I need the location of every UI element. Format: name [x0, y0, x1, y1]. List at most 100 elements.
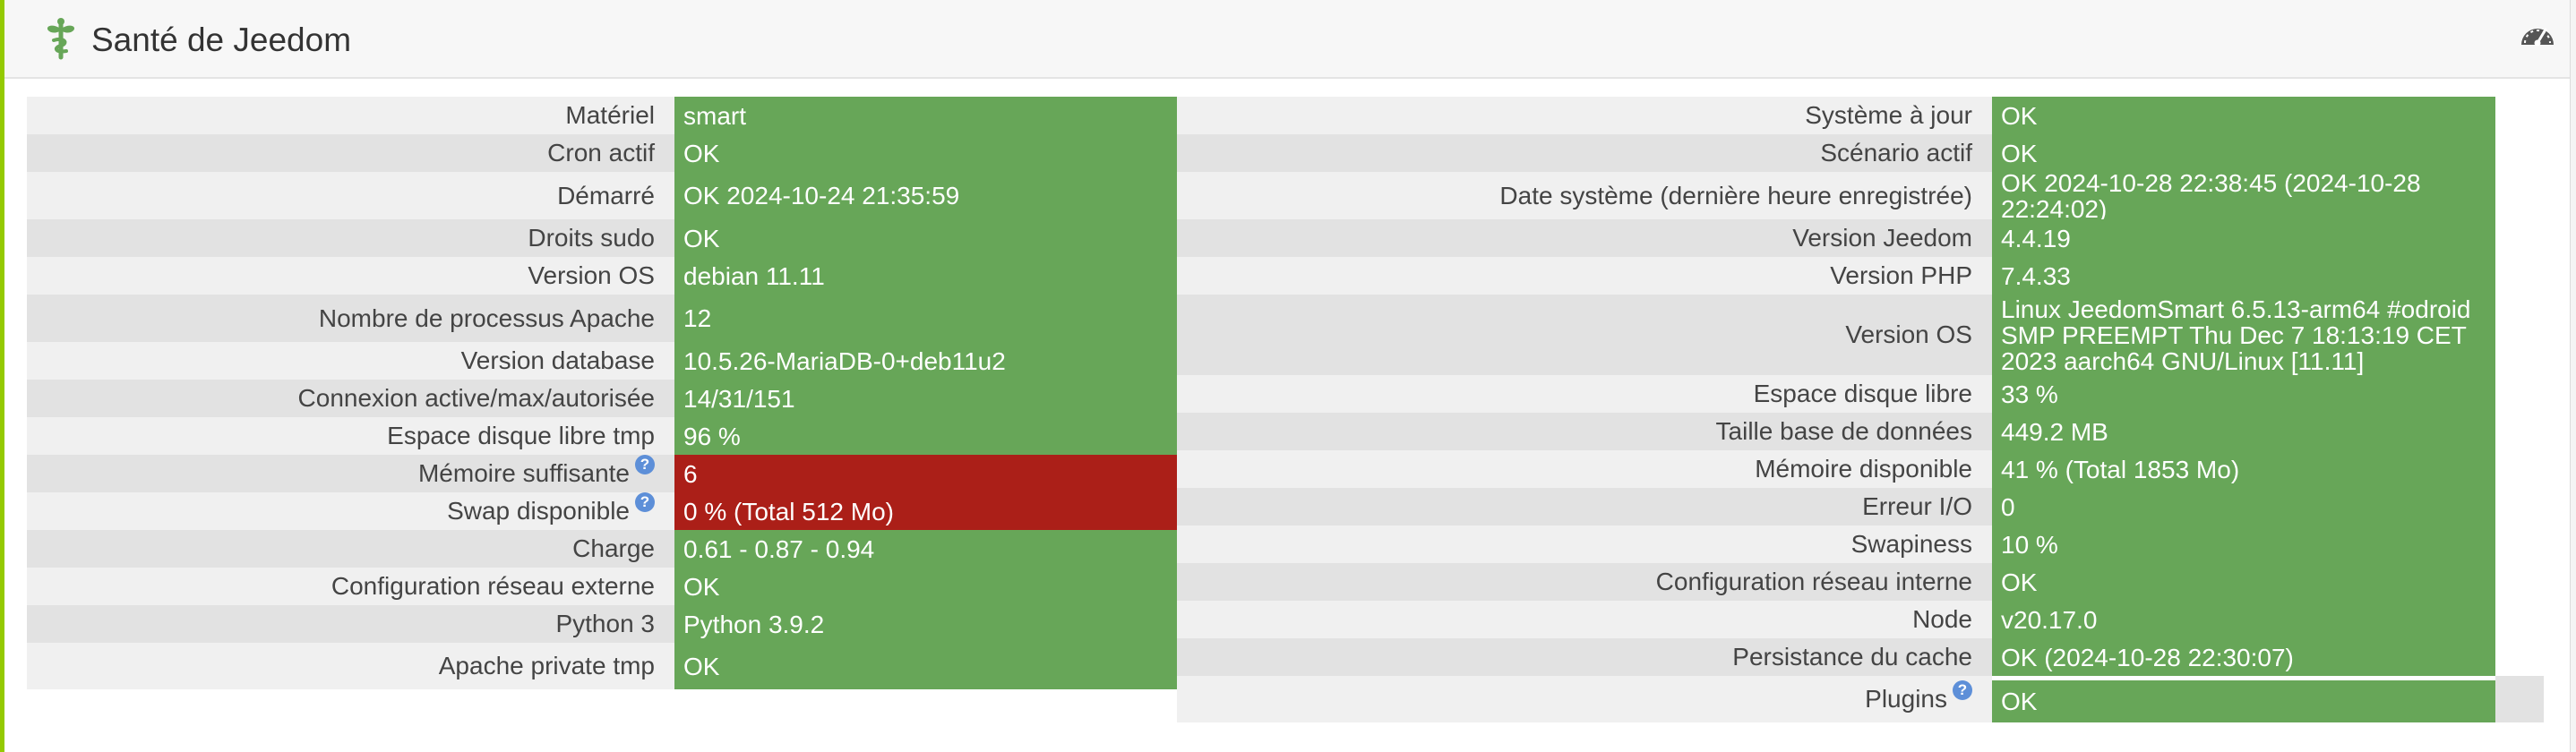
- health-label-text: Nombre de processus Apache: [318, 303, 655, 332]
- health-row-configuration-reseau-interne: Configuration réseau interne OK: [1177, 563, 2495, 601]
- health-label: Matériel: [27, 97, 674, 134]
- health-label: Swapiness: [1177, 526, 1992, 563]
- health-row-connexion-active-max-autorisee: Connexion active/max/autorisée 14/31/151: [27, 380, 1178, 417]
- health-value: Python 3.9.2: [674, 605, 1178, 643]
- health-row-demarre: Démarré OK 2024-10-24 21:35:59: [27, 172, 1178, 219]
- health-label-text: Version OS: [528, 261, 655, 289]
- health-value: OK: [1992, 134, 2495, 172]
- health-value: OK: [674, 134, 1178, 172]
- health-table-left: Matériel smart Cron actif OK Démarré OK 2024-…: [27, 97, 1178, 689]
- health-row-node: Node v20.17.0: [1177, 601, 2495, 638]
- health-value: OK (2024-10-28 22:30:07): [1992, 638, 2495, 676]
- health-label-text: Système à jour: [1805, 101, 1972, 129]
- health-label-text: Connexion active/max/autorisée: [297, 384, 655, 412]
- health-label-text: Version database: [460, 346, 655, 374]
- health-value: 0.61 - 0.87 - 0.94: [674, 530, 1178, 568]
- health-value: OK: [1992, 563, 2495, 601]
- health-label-text: Version OS: [1845, 320, 1972, 348]
- health-label: Connexion active/max/autorisée: [27, 380, 674, 417]
- health-value: 0: [1992, 488, 2495, 526]
- health-row-scenario-actif: Scénario actif OK: [1177, 134, 2495, 172]
- health-row-apache-private-tmp: Apache private tmp OK: [27, 643, 1178, 689]
- row-filler: [2495, 676, 2544, 722]
- health-label: Scénario actif: [1177, 134, 1992, 172]
- health-label-text: Espace disque libre tmp: [387, 422, 655, 449]
- health-value: Linux JeedomSmart 6.5.13-arm64 #odroid S…: [1992, 295, 2495, 375]
- health-row-swapiness: Swapiness 10 %: [1177, 526, 2495, 563]
- health-row-version-jeedom: Version Jeedom 4.4.19: [1177, 219, 2495, 257]
- health-value: OK: [674, 643, 1178, 689]
- health-label: Apache private tmp: [27, 643, 674, 689]
- health-label-text: Version PHP: [1830, 261, 1972, 289]
- health-value: 12: [674, 295, 1178, 342]
- health-label-text: Matériel: [565, 101, 655, 129]
- health-row-version-os: Version OS Linux JeedomSmart 6.5.13-arm64…: [1177, 295, 2495, 375]
- health-row-cron-actif: Cron actif OK: [27, 134, 1178, 172]
- health-label: Node: [1177, 601, 1992, 638]
- health-value: OK: [674, 219, 1178, 257]
- health-row-taille-base-de-donnees: Taille base de données 449.2 MB: [1177, 413, 2495, 450]
- health-label: Démarré: [27, 172, 674, 219]
- health-value: OK 2024-10-24 21:35:59: [674, 172, 1178, 219]
- health-label: Erreur I/O: [1177, 488, 1992, 526]
- health-label-text: Scénario actif: [1820, 139, 1972, 167]
- health-value: 10.5.26-MariaDB-0+deb11u2: [674, 342, 1178, 380]
- health-label: Version OS: [27, 257, 674, 295]
- health-row-memoire-disponible: Mémoire disponible 41 % (Total 1853 Mo): [1177, 450, 2495, 488]
- health-row-version-database: Version database 10.5.26-MariaDB-0+deb11u…: [27, 342, 1178, 380]
- health-value: debian 11.11: [674, 257, 1178, 295]
- health-label: Nombre de processus Apache: [27, 295, 674, 342]
- health-label: Configuration réseau interne: [1177, 563, 1992, 601]
- help-icon[interactable]: ?: [635, 455, 655, 474]
- health-label-text: Version Jeedom: [1792, 224, 1972, 252]
- health-row-espace-disque-libre: Espace disque libre 33 %: [1177, 375, 2495, 413]
- health-label: Cron actif: [27, 134, 674, 172]
- health-label: Persistance du cache: [1177, 638, 1992, 676]
- health-value: smart: [674, 97, 1178, 134]
- health-label-text: Droits sudo: [528, 224, 655, 252]
- page-title: Santé de Jeedom: [91, 21, 352, 58]
- health-row-configuration-reseau-externe: Configuration réseau externe OK: [27, 568, 1178, 605]
- health-row-version-php: Version PHP 7.4.33: [1177, 257, 2495, 295]
- health-value: 96 %: [674, 417, 1178, 455]
- health-value: 10 %: [1992, 526, 2495, 563]
- health-value: 7.4.33: [1992, 257, 2495, 295]
- health-value: 14/31/151: [674, 380, 1178, 417]
- health-row-python-3: Python 3 Python 3.9.2: [27, 605, 1178, 643]
- health-label-text: Charge: [572, 534, 655, 562]
- help-icon[interactable]: ?: [1953, 680, 1972, 700]
- health-label: Taille base de données: [1177, 413, 1992, 450]
- health-label: Version Jeedom: [1177, 219, 1992, 257]
- health-row-materiel: Matériel smart: [27, 97, 1178, 134]
- help-icon[interactable]: ?: [635, 492, 655, 512]
- tachometer-icon[interactable]: [2518, 16, 2557, 56]
- health-label-text: Taille base de données: [1715, 417, 1972, 445]
- health-label-text: Node: [1912, 605, 1972, 633]
- health-label-text: Espace disque libre: [1753, 380, 1972, 407]
- health-label: Version OS: [1177, 295, 1992, 375]
- health-label: Version PHP: [1177, 257, 1992, 295]
- health-label-text: Cron actif: [547, 139, 655, 167]
- health-label: Python 3: [27, 605, 674, 643]
- health-label: Système à jour: [1177, 97, 1992, 134]
- health-value: OK: [1992, 97, 2495, 134]
- health-row-systeme-a-jour: Système à jour OK: [1177, 97, 2495, 134]
- health-value: 33 %: [1992, 375, 2495, 413]
- health-value: 41 % (Total 1853 Mo): [1992, 450, 2495, 488]
- health-label: Mémoire suffisante?: [27, 455, 674, 492]
- health-row-charge: Charge 0.61 - 0.87 - 0.94: [27, 530, 1178, 568]
- health-label: Espace disque libre: [1177, 375, 1992, 413]
- health-label: Plugins?: [1177, 676, 1992, 722]
- health-value: v20.17.0: [1992, 601, 2495, 638]
- health-row-erreur-i-o: Erreur I/O 0: [1177, 488, 2495, 526]
- health-label: Version database: [27, 342, 674, 380]
- health-label: Espace disque libre tmp: [27, 417, 674, 455]
- medkit-icon: [47, 18, 75, 60]
- health-row-droits-sudo: Droits sudo OK: [27, 219, 1178, 257]
- health-label-text: Erreur I/O: [1862, 492, 1972, 520]
- health-row-date-systeme-derniere-heure-enregistree: Date système (dernière heure enregistrée…: [1177, 170, 2495, 222]
- health-row-plugins: Plugins? OK: [1177, 676, 2544, 722]
- health-row-persistance-du-cache: Persistance du cache OK (2024-10-28 22:30…: [1177, 638, 2495, 676]
- health-label-text: Apache private tmp: [438, 652, 655, 679]
